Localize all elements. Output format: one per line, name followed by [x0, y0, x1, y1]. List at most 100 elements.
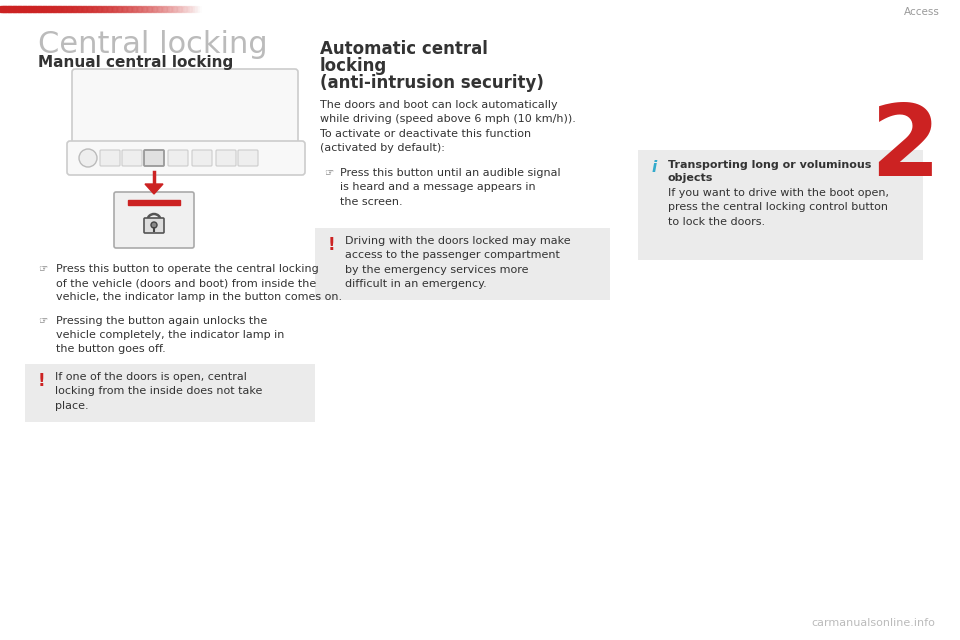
Bar	[111, 6, 114, 12]
Circle shape	[79, 149, 97, 167]
Bar	[50, 6, 52, 12]
Bar	[485, 6, 487, 12]
Bar	[446, 6, 449, 12]
Bar	[435, 6, 437, 12]
Bar	[9, 6, 11, 12]
Text: If you want to drive with the boot open,
press the central locking control butto: If you want to drive with the boot open,…	[668, 188, 889, 227]
Text: Transporting long or voluminous: Transporting long or voluminous	[668, 160, 872, 170]
Bar	[13, 6, 15, 12]
Bar	[188, 6, 190, 12]
Text: i: i	[652, 160, 657, 175]
Bar	[317, 6, 319, 12]
Bar	[310, 6, 312, 12]
Bar	[423, 6, 425, 12]
Bar	[16, 6, 19, 12]
Text: Press this button until an audible signal
is heard and a message appears in
the : Press this button until an audible signa…	[340, 168, 561, 207]
Bar	[43, 6, 45, 12]
Bar	[425, 6, 427, 12]
Bar	[303, 6, 305, 12]
Bar	[347, 6, 348, 12]
Bar	[493, 6, 495, 12]
FancyBboxPatch shape	[72, 69, 298, 145]
Bar	[492, 6, 493, 12]
Bar	[32, 6, 34, 12]
Bar	[210, 6, 212, 12]
Bar	[412, 6, 414, 12]
Circle shape	[151, 222, 157, 228]
Bar	[498, 6, 500, 12]
Bar	[118, 6, 121, 12]
Bar	[382, 6, 384, 12]
Bar	[133, 6, 135, 12]
Bar	[143, 6, 146, 12]
Bar	[102, 6, 104, 12]
Bar	[390, 6, 393, 12]
Bar	[73, 6, 76, 12]
Bar	[376, 6, 379, 12]
Bar	[283, 6, 285, 12]
Bar	[389, 6, 391, 12]
Bar	[458, 6, 461, 12]
Bar	[408, 6, 411, 12]
Bar	[5, 6, 7, 12]
Bar	[489, 6, 491, 12]
Bar	[256, 6, 259, 12]
Bar	[185, 6, 187, 12]
Bar	[91, 6, 94, 12]
Bar	[66, 6, 69, 12]
Bar	[444, 6, 445, 12]
Bar	[100, 6, 102, 12]
Bar	[357, 6, 359, 12]
Bar	[130, 6, 132, 12]
Bar	[55, 6, 58, 12]
Bar	[165, 6, 167, 12]
Bar	[369, 6, 371, 12]
Bar	[10, 6, 12, 12]
Bar	[387, 6, 389, 12]
Bar	[183, 6, 185, 12]
FancyBboxPatch shape	[216, 150, 236, 166]
Bar	[280, 6, 282, 12]
Text: locking: locking	[320, 57, 387, 75]
Bar	[61, 6, 63, 12]
Bar	[52, 6, 54, 12]
Bar	[59, 6, 60, 12]
Bar	[421, 6, 423, 12]
Bar	[439, 6, 441, 12]
Bar	[340, 6, 342, 12]
Bar	[77, 6, 79, 12]
Bar	[227, 6, 228, 12]
Bar	[222, 6, 224, 12]
Bar	[0, 6, 2, 12]
Bar	[149, 6, 151, 12]
Bar	[475, 6, 477, 12]
Bar	[23, 6, 26, 12]
Bar	[247, 6, 249, 12]
Bar	[70, 6, 72, 12]
Bar	[451, 6, 454, 12]
Bar	[204, 6, 205, 12]
Bar	[367, 6, 369, 12]
Bar	[249, 6, 251, 12]
Bar	[373, 6, 375, 12]
Bar	[344, 6, 346, 12]
Bar	[430, 6, 432, 12]
Bar	[253, 6, 255, 12]
Bar	[269, 6, 271, 12]
Bar	[48, 6, 51, 12]
Bar	[255, 6, 257, 12]
Bar	[274, 6, 276, 12]
Bar	[358, 6, 361, 12]
Text: (anti-intrusion security): (anti-intrusion security)	[320, 74, 544, 92]
Bar	[195, 6, 197, 12]
Bar	[138, 6, 140, 12]
Bar	[75, 6, 77, 12]
Bar	[467, 6, 468, 12]
Bar	[160, 6, 162, 12]
Bar	[115, 6, 117, 12]
Bar	[140, 6, 142, 12]
Bar	[301, 6, 303, 12]
Bar	[113, 6, 115, 12]
Text: The doors and boot can lock automatically
while driving (speed above 6 mph (10 k: The doors and boot can lock automaticall…	[320, 100, 576, 153]
Bar	[287, 6, 289, 12]
